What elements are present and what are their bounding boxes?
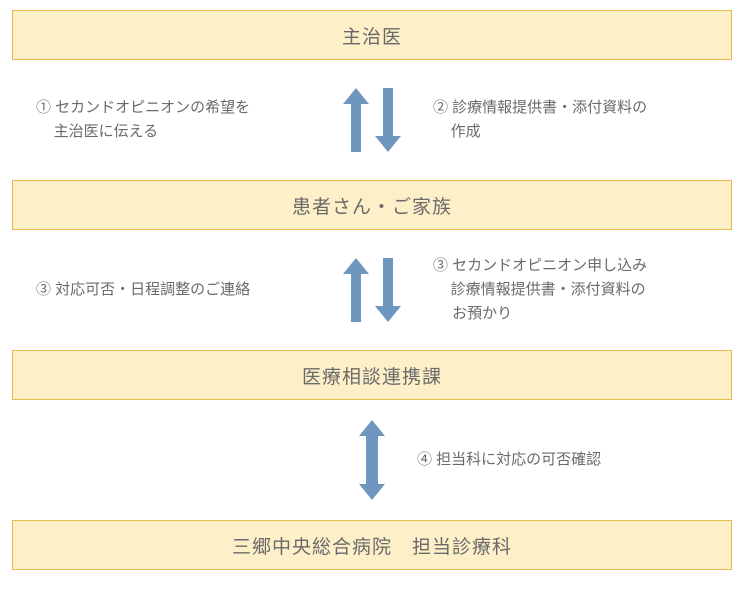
box-liaison-label: 医療相談連携課 — [302, 362, 442, 389]
box-patient: 患者さん・ご家族 — [12, 180, 732, 230]
box-doctor: 主治医 — [12, 10, 732, 60]
conn-2: ③ 対応可否・日程調整のご連絡 ③ セカンドオピニオン申し込み③ 診療情報提供書… — [12, 230, 732, 350]
box-hospital-label: 三郷中央総合病院 担当診療科 — [232, 532, 512, 559]
conn-3: ④ 担当科に対応の可否確認 — [12, 400, 732, 520]
box-patient-label: 患者さん・ご家族 — [292, 192, 452, 219]
box-doctor-label: 主治医 — [342, 22, 402, 49]
conn-1-arrows — [335, 88, 409, 152]
conn-1: ① セカンドオピニオンの希望を① 主治医に伝える ② 診療情報提供書・添付資料の… — [12, 60, 732, 180]
conn-3-right-text: ④ 担当科に対応の可否確認 — [417, 448, 601, 472]
conn-1-right-text: ② 診療情報提供書・添付資料の② 作成 — [433, 96, 647, 144]
conn-1-left-text: ① セカンドオピニオンの希望を① 主治医に伝える — [36, 96, 250, 144]
conn-2-arrows — [335, 258, 409, 322]
conn-3-arrows — [351, 420, 393, 500]
box-hospital: 三郷中央総合病院 担当診療科 — [12, 520, 732, 570]
box-liaison: 医療相談連携課 — [12, 350, 732, 400]
conn-2-left-text: ③ 対応可否・日程調整のご連絡 — [36, 278, 250, 302]
conn-2-right-text: ③ セカンドオピニオン申し込み③ 診療情報提供書・添付資料の③ お預かり — [433, 254, 647, 326]
